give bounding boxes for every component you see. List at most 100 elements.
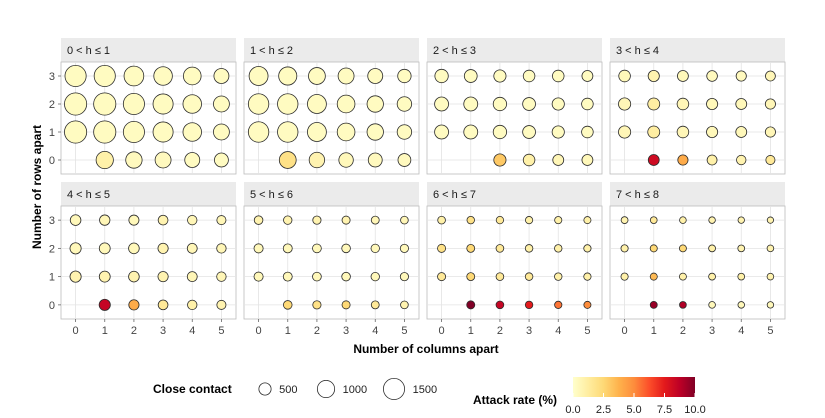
data-point — [152, 93, 174, 115]
data-point — [64, 92, 88, 116]
data-point — [735, 70, 747, 82]
data-point — [766, 272, 775, 281]
color-bar-label: 0.0 — [565, 404, 580, 416]
x-tick-label: 1 — [102, 325, 108, 337]
data-point — [764, 126, 776, 138]
data-point — [95, 150, 114, 170]
data-point — [341, 215, 351, 225]
data-point — [493, 69, 507, 83]
data-point — [187, 299, 198, 311]
data-point — [370, 271, 380, 282]
data-point — [93, 120, 117, 144]
x-axis-title: Number of columns apart — [353, 342, 498, 356]
data-point — [524, 272, 534, 281]
y-tick-label: 3 — [49, 215, 55, 227]
data-point — [437, 215, 446, 225]
data-point — [708, 216, 716, 224]
data-point — [214, 152, 229, 168]
x-tick-label: 5 — [584, 325, 590, 337]
data-point — [647, 125, 661, 139]
data-point — [247, 93, 270, 115]
data-point — [466, 215, 475, 225]
data-point — [647, 97, 661, 111]
data-point — [154, 151, 172, 169]
data-point — [437, 272, 447, 282]
x-tick-label: 0 — [256, 325, 262, 337]
y-tick-label: 2 — [49, 243, 55, 255]
y-tick-label: 2 — [49, 99, 55, 111]
data-point — [308, 151, 326, 169]
data-point — [676, 97, 690, 111]
data-point — [463, 96, 479, 112]
data-point — [69, 214, 82, 226]
data-point — [152, 121, 174, 143]
size-legend: Close contact 500 1000 1500 — [153, 377, 437, 400]
facet-label: 4 < h ≤ 5 — [67, 189, 110, 201]
data-point — [253, 215, 264, 225]
data-point — [122, 121, 145, 144]
data-point — [370, 215, 380, 225]
data-point — [583, 216, 592, 225]
size-legend-label: 1000 — [343, 384, 367, 396]
x-tick-label: 4 — [555, 325, 561, 337]
data-point — [216, 299, 227, 310]
data-point — [400, 215, 409, 225]
data-point — [399, 272, 409, 282]
color-bar-label: 2.5 — [596, 404, 611, 416]
data-point — [157, 271, 169, 283]
data-point — [766, 301, 775, 309]
data-point — [367, 68, 384, 84]
data-point — [551, 125, 565, 139]
panel-background — [243, 61, 420, 175]
x-tick-label: 0 — [622, 325, 628, 337]
data-point — [522, 125, 536, 139]
panel-background — [609, 61, 786, 175]
data-point — [282, 243, 293, 254]
data-point — [312, 300, 322, 310]
data-point — [282, 271, 293, 282]
data-point — [182, 122, 202, 142]
size-legend-key — [382, 377, 405, 400]
data-point — [399, 243, 409, 253]
data-point — [708, 272, 716, 281]
data-point — [396, 124, 413, 140]
facet-label: 6 < h ≤ 7 — [433, 189, 476, 201]
data-point — [277, 93, 299, 115]
data-point — [213, 68, 230, 84]
data-point — [737, 244, 746, 253]
data-point — [492, 96, 508, 112]
data-point — [128, 299, 140, 311]
size-legend-key — [316, 379, 336, 399]
data-point — [495, 244, 505, 253]
color-legend: Attack rate (%) 0.0 2.5 5.0 7.5 10.0 — [473, 377, 706, 416]
y-tick-label: 0 — [49, 155, 55, 167]
data-point — [766, 244, 775, 253]
data-point — [708, 244, 716, 253]
data-point — [98, 242, 111, 255]
x-tick-label: 5 — [218, 325, 224, 337]
facet-panel: 1 < h ≤ 2 — [243, 38, 420, 175]
data-point — [706, 154, 718, 166]
facet-label: 5 < h ≤ 6 — [250, 189, 293, 201]
data-point — [69, 242, 82, 255]
data-point — [93, 65, 116, 88]
data-point — [397, 68, 412, 84]
x-tick-label: 1 — [468, 325, 474, 337]
data-point — [649, 244, 658, 253]
data-point — [123, 65, 145, 87]
data-point — [307, 122, 327, 142]
size-legend-label: 1500 — [413, 384, 437, 396]
data-point — [216, 271, 227, 282]
data-point — [735, 126, 748, 138]
data-point — [125, 151, 143, 169]
data-point — [248, 66, 269, 86]
data-point — [620, 216, 629, 224]
data-point — [525, 216, 534, 225]
x-tick-label: 2 — [680, 325, 686, 337]
data-point — [370, 300, 380, 310]
x-tick-label: 0 — [73, 325, 79, 337]
data-point — [554, 216, 563, 225]
panel-background — [426, 61, 603, 175]
data-point — [341, 300, 351, 310]
facet-strip — [61, 38, 236, 62]
